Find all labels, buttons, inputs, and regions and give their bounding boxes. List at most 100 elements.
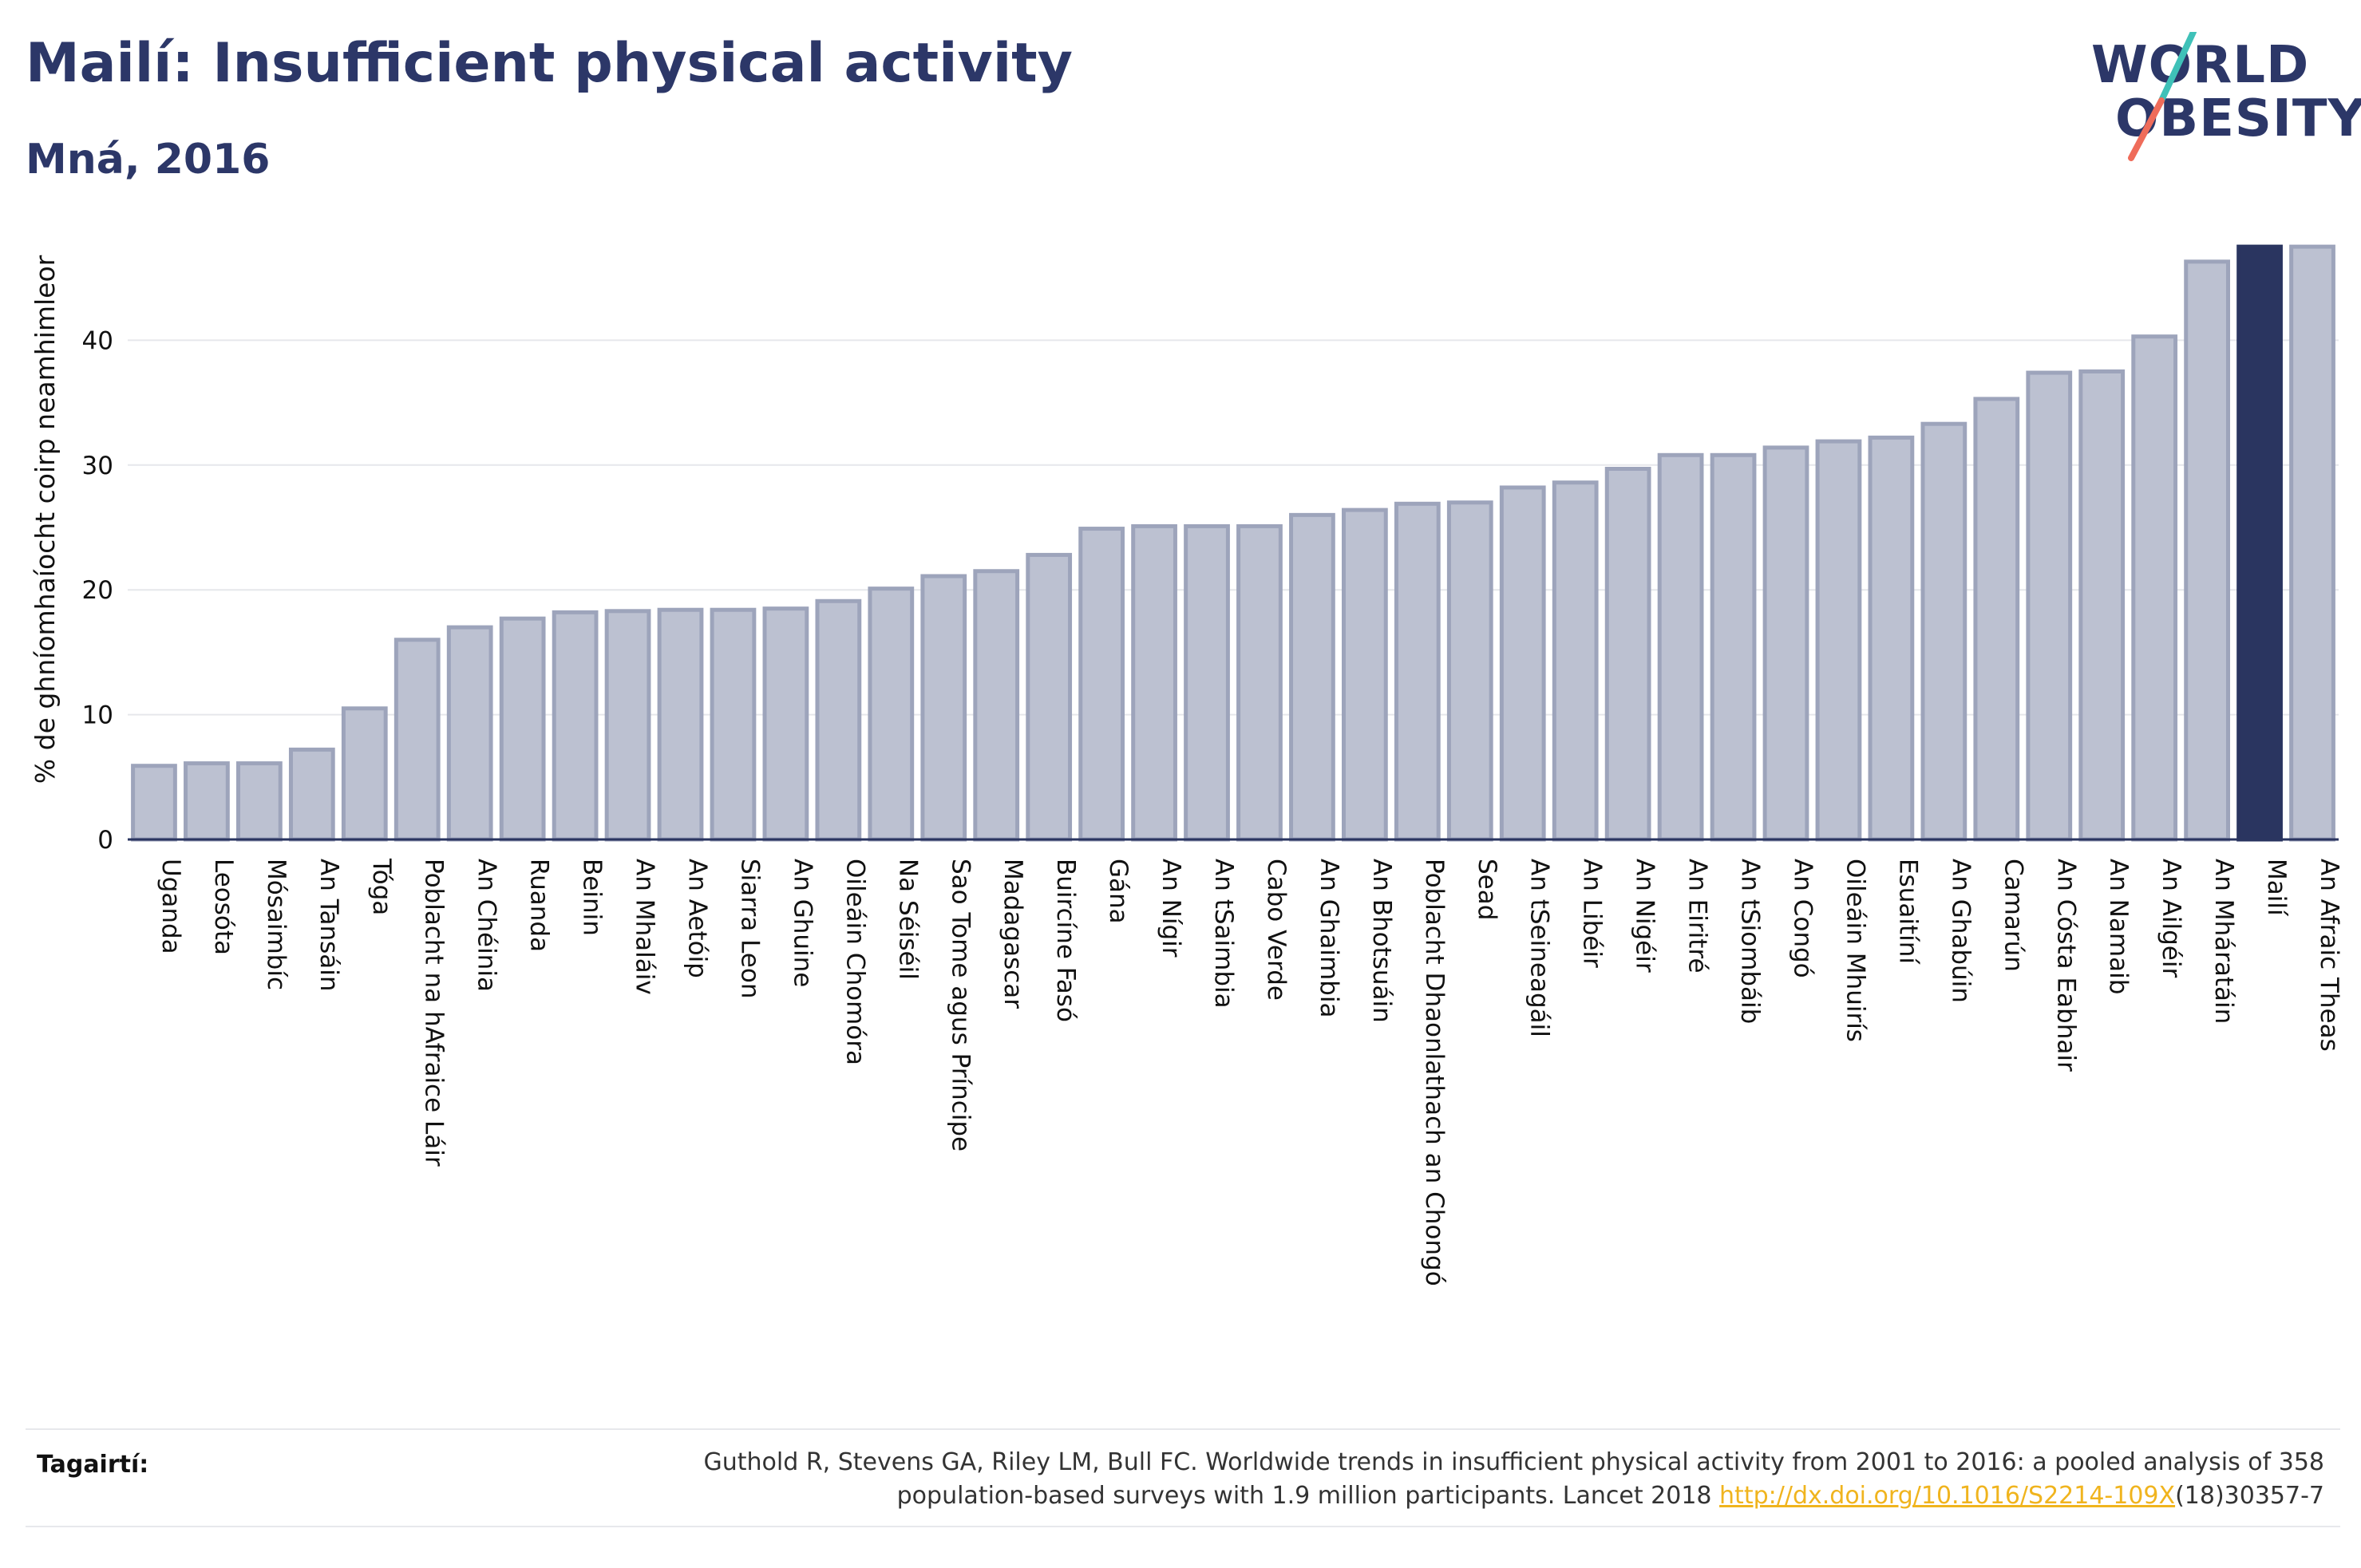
- bars: [131, 244, 2335, 842]
- bar: [1868, 435, 1915, 842]
- bar: [710, 607, 757, 842]
- x-tick-label: An tSaimbia: [1209, 859, 1238, 1009]
- x-tick-label: Oileáin Chomóra: [840, 859, 869, 1065]
- axes: 0 10 20 30 40: [82, 326, 2339, 855]
- bar: [1131, 523, 1177, 842]
- x-tick-label: Uganda: [156, 859, 185, 954]
- reference-line-1: Guthold R, Stevens GA, Riley LM, Bull FC…: [703, 1448, 2324, 1476]
- bar: [288, 747, 335, 842]
- y-tick-label: 20: [82, 576, 113, 605]
- x-tick-label: Ruanda: [525, 859, 554, 952]
- reference-line-2-end: (18)30357-7: [2175, 1482, 2324, 1510]
- x-tick-label: An Congó: [1789, 859, 1817, 978]
- x-tick-label: An Cósta Eabhair: [2051, 859, 2080, 1072]
- x-tick-label: An Libéir: [1578, 859, 1607, 968]
- x-tick-label: An Mhaláiv: [631, 859, 659, 995]
- x-tick-label: Siarra Leon: [735, 859, 764, 999]
- bar: [2026, 370, 2073, 842]
- bar: [552, 610, 599, 842]
- logo-slash-icon: [2128, 32, 2197, 161]
- x-tick-label: An Aetóip: [683, 859, 712, 978]
- bar: [1236, 523, 1283, 842]
- bar: [815, 598, 862, 842]
- x-tick-label: Na Séiséil: [893, 859, 922, 980]
- chart-subtitle: Mná, 2016: [26, 136, 271, 184]
- x-tick-label: Madagascar: [999, 859, 1027, 1009]
- bar: [499, 616, 546, 842]
- bar: [762, 606, 809, 842]
- bar: [1078, 527, 1125, 842]
- bar: [1394, 501, 1441, 842]
- x-tick-label: An Ghaimbia: [1315, 859, 1343, 1017]
- x-tick-label: An Ghuine: [788, 859, 817, 987]
- bar: [131, 764, 177, 842]
- x-tick-label: An Tansáin: [314, 859, 343, 992]
- bar: [1657, 452, 1704, 842]
- bar: [604, 609, 651, 842]
- x-tick-label: An tSeineagáil: [1525, 859, 1554, 1037]
- x-tick-label: Camarún: [1999, 859, 2027, 972]
- bar: [1552, 480, 1599, 842]
- bar: [341, 706, 388, 842]
- bar: [2184, 259, 2230, 842]
- bar: [2078, 369, 2126, 842]
- x-tick-label: Tóga: [367, 858, 396, 915]
- y-tick-label: 0: [97, 826, 113, 855]
- bar: [2131, 334, 2178, 842]
- x-tick-label: Cabo Verde: [1262, 859, 1291, 1001]
- references-label: Tagairtí:: [37, 1451, 149, 1479]
- x-tick-label: Sead: [1473, 859, 1501, 920]
- bar: [1184, 523, 1230, 842]
- reference-line-2: population-based surveys with 1.9 millio…: [896, 1482, 1720, 1510]
- footer-divider-top: [26, 1428, 2340, 1430]
- x-tick-label: An Ailgéir: [2157, 859, 2185, 978]
- y-axis-label: % de ghníomhaíocht coirp neamhimleor: [30, 255, 61, 784]
- x-tick-label: Mósaimbíc: [262, 859, 291, 990]
- bar: [657, 607, 704, 842]
- bar: [1762, 445, 1809, 842]
- footer-divider-bottom: [26, 1526, 2340, 1527]
- bar: [973, 569, 1020, 842]
- x-tick-label: Beinin: [578, 859, 607, 936]
- x-tick-label: Gána: [1104, 859, 1133, 924]
- x-tick-label: An Nígir: [1157, 859, 1185, 958]
- bar: [1289, 512, 1335, 842]
- bar: [1604, 466, 1651, 842]
- x-tick-label: Leosóta: [209, 859, 238, 955]
- bar-chart: 0 10 20 30 40 Uganda Leosóta Mósaimbíc An Tansá…: [30, 244, 2343, 1286]
- x-tick-label: Poblacht na hAfraice Láir: [420, 859, 449, 1167]
- bar: [184, 761, 230, 842]
- x-tick-label: An tSiombáib: [1736, 859, 1765, 1024]
- logo-word-world: WORLD: [2091, 36, 2310, 95]
- bar: [1973, 397, 2020, 842]
- bar: [1446, 500, 1493, 842]
- reference-doi-link[interactable]: http://dx.doi.org/10.1016/S2214-109X: [1719, 1482, 2176, 1510]
- x-tick-label: An Ghabúin: [1946, 859, 1975, 1003]
- bar: [394, 638, 441, 842]
- bar: [1815, 439, 1862, 842]
- x-tick-label: Oileáin Mhuirís: [1841, 859, 1869, 1042]
- grid-lines: [128, 339, 2339, 716]
- y-tick-label: 30: [82, 452, 113, 480]
- reference-text: Guthold R, Stevens GA, Riley LM, Bull FC…: [329, 1446, 2324, 1513]
- x-tick-label: Poblacht Dhaonlathach an Chongó: [1420, 859, 1449, 1286]
- bar: [236, 761, 283, 842]
- x-tick-label: An Namaib: [2104, 859, 2133, 994]
- logo-word-obesity: OBESITY: [2115, 89, 2361, 148]
- y-tick-label: 40: [82, 326, 113, 355]
- x-tick-label: Esuaitíní: [1893, 859, 1922, 965]
- bar: [868, 587, 915, 842]
- chart-title: Mailí: Insufficient physical activity: [26, 32, 1073, 95]
- world-obesity-logo: WORLD OBESITY: [2075, 32, 2361, 168]
- x-tick-label: An Bhotsuáin: [1367, 859, 1396, 1023]
- x-tick-label: An Nigéir: [1631, 859, 1659, 973]
- x-tick-label: Sao Tome agus Príncipe: [946, 859, 975, 1151]
- bar: [1499, 485, 1546, 842]
- bar: [1342, 508, 1388, 842]
- x-tick-label: An Mháratáin: [2209, 859, 2238, 1024]
- x-tick-label: An Afraic Theas: [2315, 859, 2343, 1052]
- x-tick-label: An Eiritré: [1683, 859, 1712, 974]
- bar: [1026, 552, 1073, 842]
- bar: [920, 574, 967, 842]
- x-tick-label: Mailí: [2262, 859, 2291, 917]
